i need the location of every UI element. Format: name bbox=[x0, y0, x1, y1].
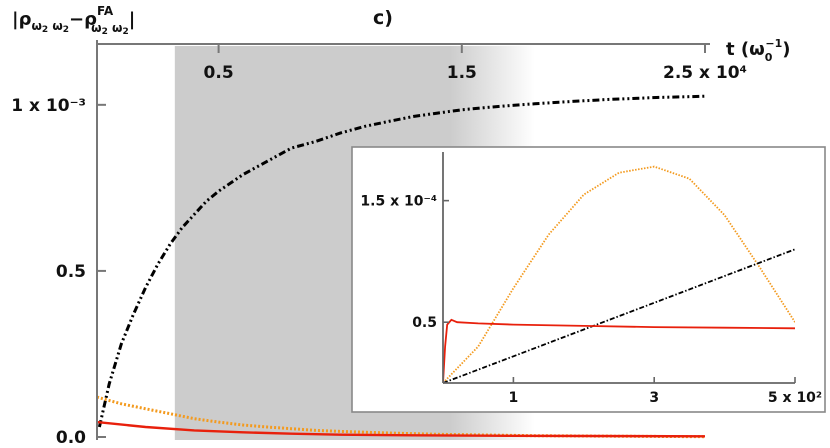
series-line-0 bbox=[97, 94, 706, 428]
inset-y-tick-label-0: 0.5 bbox=[412, 315, 437, 331]
inset-series-line-0 bbox=[443, 165, 795, 384]
inset-x-tick-label-1: 3 bbox=[649, 390, 659, 406]
inset-series-line-2 bbox=[443, 318, 795, 384]
y-tick-label-0: 0.0 bbox=[56, 428, 86, 448]
x-tick-label-1: 1.5 bbox=[447, 63, 477, 83]
x-axis-label: t (ω0−1) bbox=[726, 37, 791, 64]
inset-x-tick-label-2: 5 x 10² bbox=[768, 390, 822, 406]
y-tick-label-2: 1 x 10⁻³ bbox=[11, 96, 86, 116]
x-tick-label-0: 0.5 bbox=[204, 63, 234, 83]
series-line-2 bbox=[97, 420, 706, 438]
y-axis-label: |ρω2 ω2−ρFA ω2 ω2| bbox=[12, 4, 135, 37]
inset-frame bbox=[351, 146, 826, 413]
inset-y-tick-label-1: 1.5 x 10⁻⁴ bbox=[360, 194, 437, 210]
y-tick-label-1: 0.5 bbox=[56, 262, 86, 282]
panel-label: c) bbox=[373, 7, 393, 29]
inset-chart: 1 3 5 x 10² 0.5 1.5 x 10⁻⁴ bbox=[351, 146, 826, 413]
inset-x-tick-label-0: 1 bbox=[509, 390, 519, 406]
x-tick-label-2: 2.5 x 10⁴ bbox=[663, 63, 747, 83]
